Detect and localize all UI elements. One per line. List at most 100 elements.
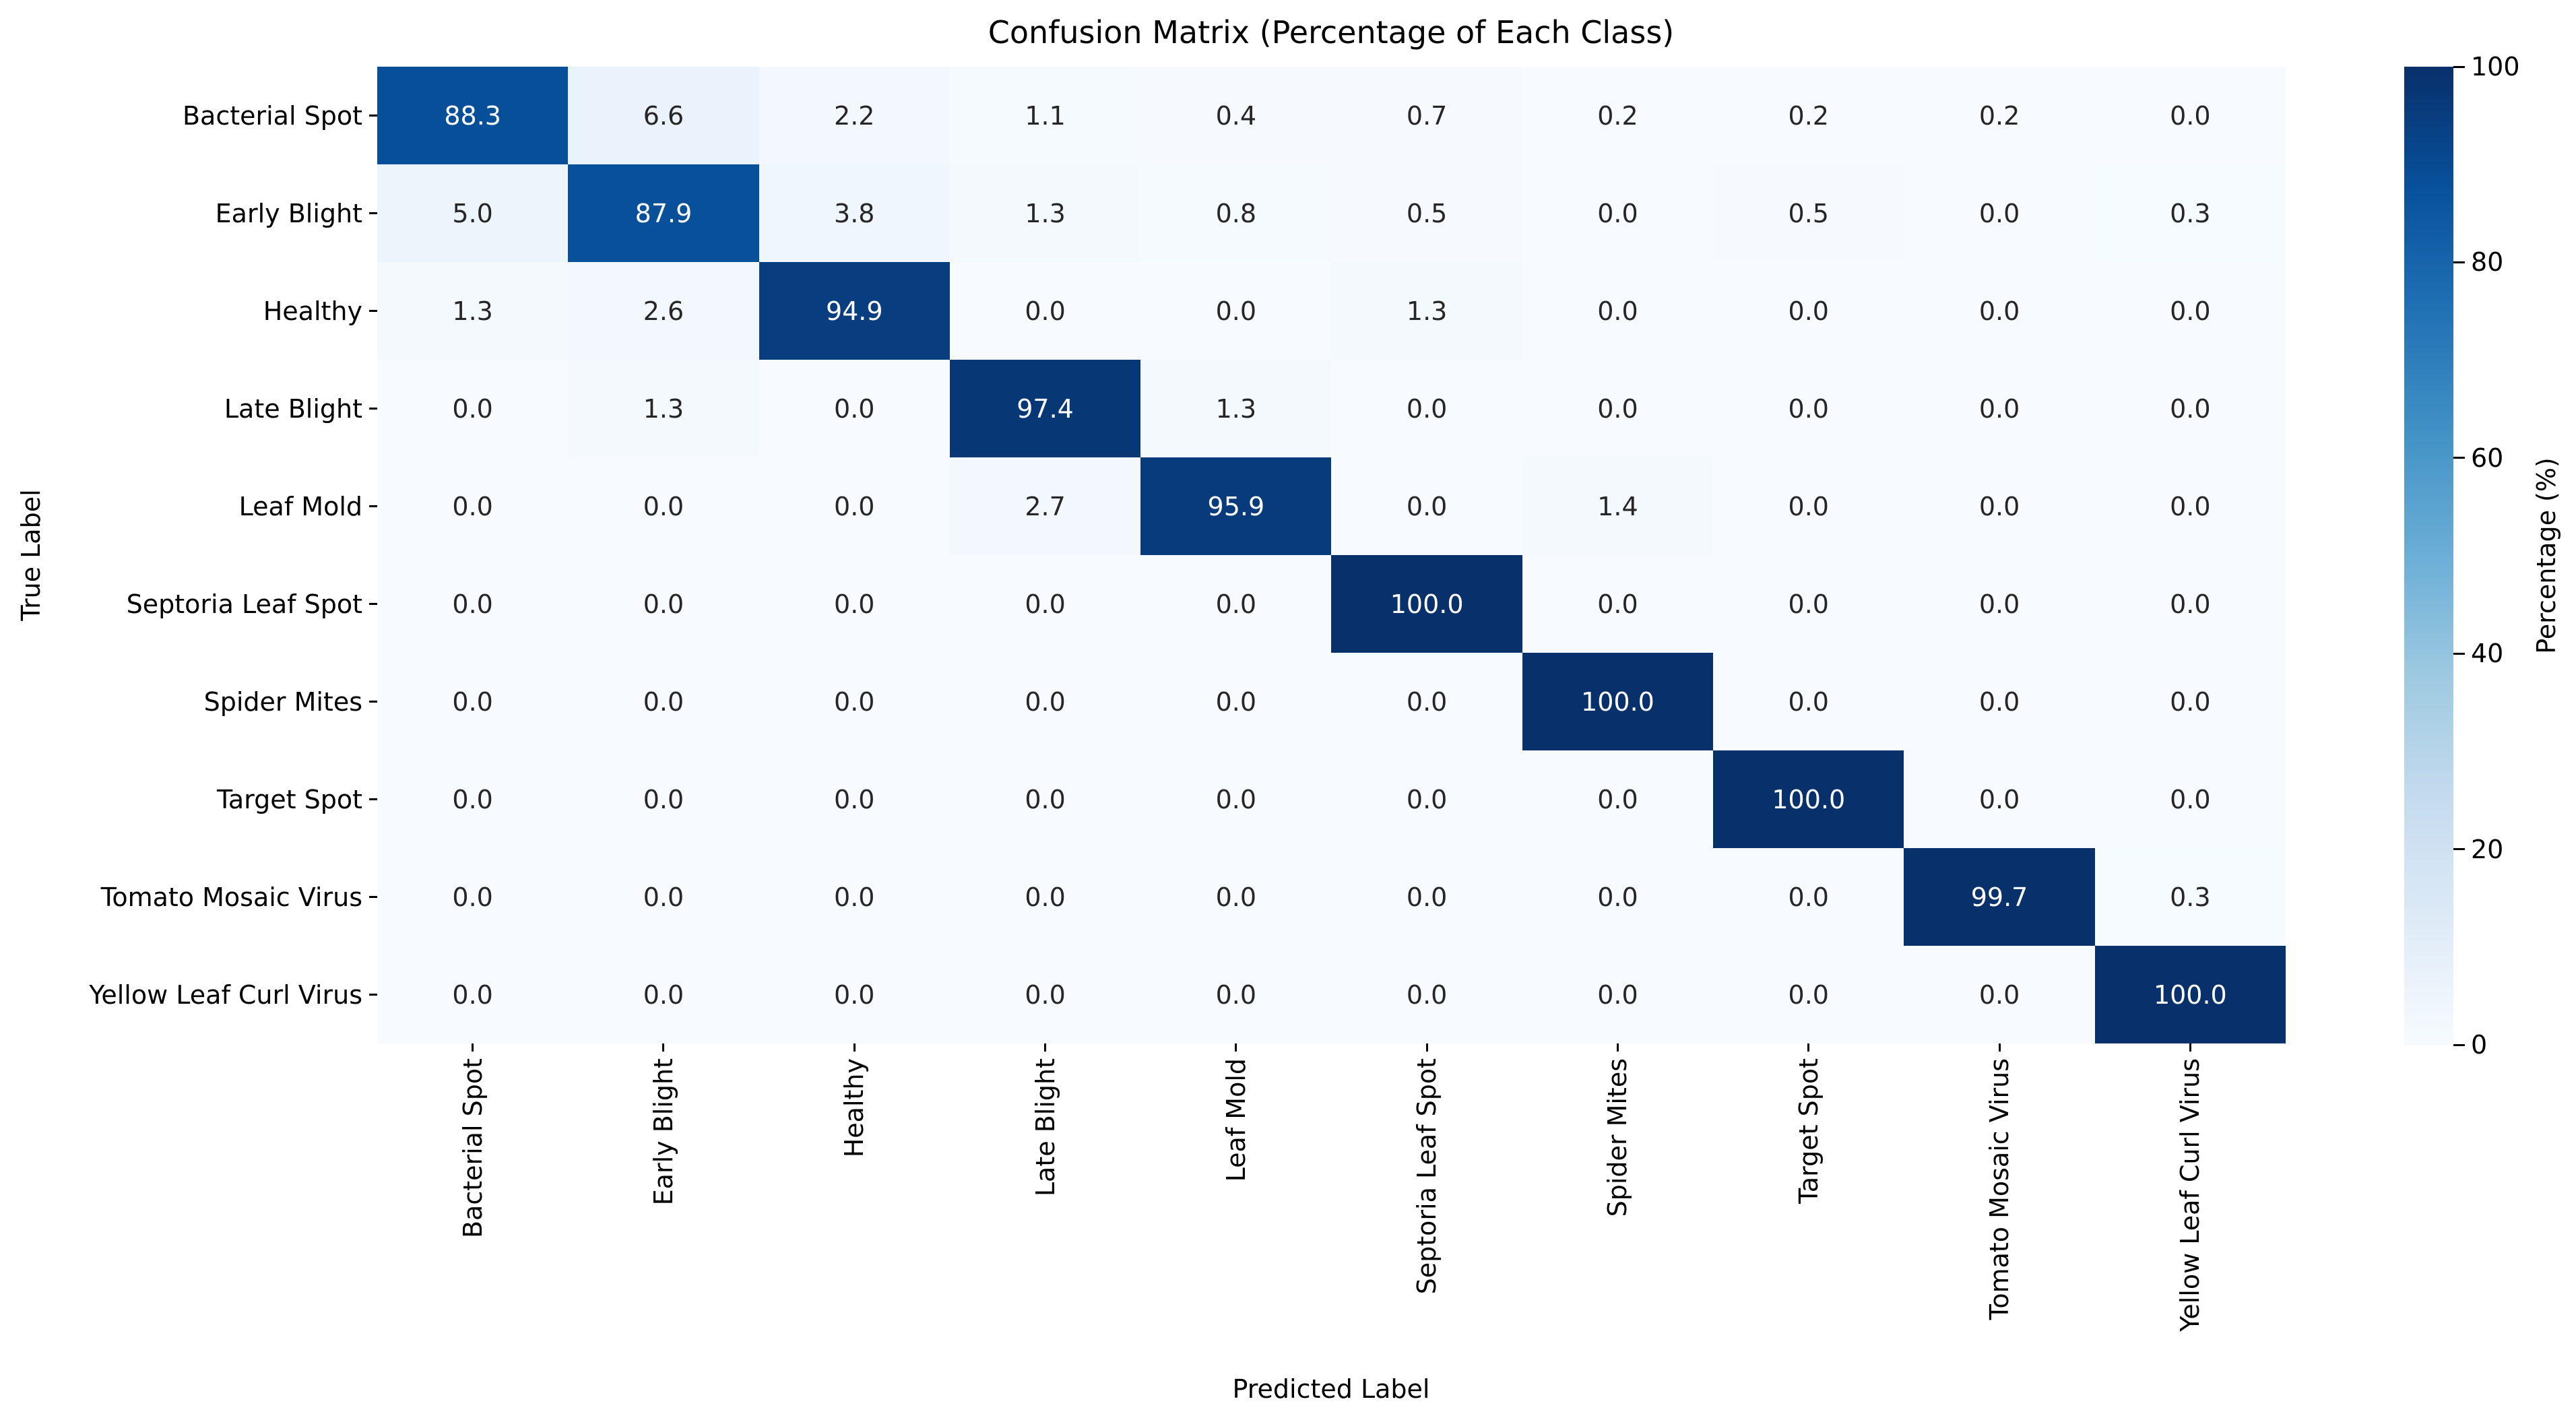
tick-mark [1235, 1043, 1237, 1052]
heatmap-cell: 0.0 [759, 848, 950, 946]
heatmap-cell: 0.0 [2094, 457, 2286, 555]
heatmap-cell: 0.0 [1904, 750, 2095, 848]
heatmap-cell: 0.0 [377, 555, 569, 653]
heatmap-cell: 0.0 [1331, 946, 1522, 1043]
heatmap-cell: 0.0 [949, 848, 1141, 946]
heatmap-cell: 0.0 [1904, 262, 2095, 360]
heatmap-cell: 0.0 [568, 848, 759, 946]
heatmap-cell: 0.0 [377, 653, 569, 750]
y-tick-label: Leaf Mold [238, 491, 362, 521]
heatmap-cell: 0.0 [1904, 457, 2095, 555]
heatmap-cell: 0.0 [1904, 164, 2095, 262]
heatmap-cell: 0.0 [1331, 360, 1522, 457]
y-axis-title: True Label [16, 489, 46, 621]
heatmap-cell: 0.0 [1713, 653, 1904, 750]
heatmap-cell: 0.0 [1904, 555, 2095, 653]
tick-mark [2453, 1043, 2465, 1046]
heatmap-cell: 0.0 [949, 653, 1141, 750]
heatmap-cell: 0.0 [2094, 653, 2286, 750]
tick-mark [369, 212, 377, 214]
y-tick-label: Late Blight [224, 393, 362, 424]
tick-mark [472, 1043, 474, 1052]
tick-mark [1425, 1043, 1428, 1052]
tick-mark [1616, 1043, 1619, 1052]
heatmap-cell: 94.9 [759, 262, 950, 360]
heatmap-cell: 0.4 [1140, 67, 1332, 164]
tick-mark [2453, 652, 2465, 655]
heatmap-cell: 6.6 [568, 67, 759, 164]
heatmap-cell: 1.3 [377, 262, 569, 360]
heatmap-cell: 1.3 [949, 164, 1141, 262]
heatmap-cell: 0.5 [1713, 164, 1904, 262]
heatmap-cell: 0.0 [759, 946, 950, 1043]
colorbar-tick-label: 0 [2471, 1030, 2488, 1060]
heatmap-cell: 0.3 [2094, 164, 2286, 262]
heatmap-cell: 0.0 [1713, 946, 1904, 1043]
heatmap-cell: 0.0 [2094, 67, 2286, 164]
tick-mark [1044, 1043, 1047, 1052]
heatmap-cell: 3.8 [759, 164, 950, 262]
x-tick-label: Bacterial Spot [457, 1058, 488, 1239]
heatmap-cell: 0.7 [1331, 67, 1522, 164]
tick-mark [369, 603, 377, 605]
tick-mark [2453, 457, 2465, 459]
x-tick-label: Yellow Leaf Curl Virus [2175, 1058, 2205, 1332]
tick-mark [369, 701, 377, 703]
heatmap-cell: 100.0 [1713, 750, 1904, 848]
heatmap-cell: 0.0 [1522, 164, 1714, 262]
heatmap-cell: 0.0 [1522, 946, 1714, 1043]
heatmap-cell: 0.0 [1522, 360, 1714, 457]
heatmap-cell: 0.0 [1140, 848, 1332, 946]
x-axis-title: Predicted Label [1232, 1374, 1430, 1404]
heatmap-cell: 1.3 [568, 360, 759, 457]
heatmap-cell: 0.0 [1140, 750, 1332, 848]
heatmap-cell: 0.0 [1140, 555, 1332, 653]
x-tick-label: Spider Mites [1603, 1058, 1633, 1217]
tick-mark [369, 896, 377, 898]
heatmap-cell: 0.0 [1522, 750, 1714, 848]
y-tick-label: Healthy [263, 296, 362, 326]
heatmap-cell: 0.0 [759, 750, 950, 848]
tick-mark [369, 798, 377, 800]
heatmap-cell: 0.0 [2094, 750, 2286, 848]
heatmap-grid: 88.3 6.6 2.2 1.1 0.4 0.7 0.2 0.2 0.2 0.0 5.0 87.9 3.… [377, 67, 2286, 1043]
heatmap-cell: 0.0 [1331, 750, 1522, 848]
heatmap-cell: 0.0 [1522, 555, 1714, 653]
heatmap-cell: 0.0 [1713, 848, 1904, 946]
heatmap-cell: 0.0 [568, 750, 759, 848]
heatmap-cell: 0.0 [568, 457, 759, 555]
heatmap-cell: 100.0 [1522, 653, 1714, 750]
tick-mark [662, 1043, 665, 1052]
heatmap-cell: 0.0 [377, 848, 569, 946]
tick-mark [2453, 848, 2465, 851]
tick-mark [2453, 261, 2465, 263]
heatmap-cell: 0.0 [1713, 555, 1904, 653]
colorbar-tick-label: 20 [2471, 834, 2504, 864]
tick-mark [369, 115, 377, 117]
tick-mark [1998, 1043, 2001, 1052]
x-tick-label: Late Blight [1030, 1058, 1060, 1197]
heatmap-cell: 0.0 [1904, 946, 2095, 1043]
tick-mark [369, 310, 377, 312]
heatmap-cell: 0.0 [1904, 653, 2095, 750]
heatmap-cell: 0.0 [377, 750, 569, 848]
chart-title: Confusion Matrix (Percentage of Each Cla… [988, 14, 1675, 51]
colorbar-tick-label: 100 [2471, 52, 2520, 82]
y-tick-label: Spider Mites [203, 686, 362, 717]
heatmap-cell: 0.0 [949, 946, 1141, 1043]
heatmap-cell: 0.2 [1904, 67, 2095, 164]
tick-mark [853, 1043, 856, 1052]
heatmap-cell: 0.0 [1522, 848, 1714, 946]
heatmap-cell: 0.0 [377, 457, 569, 555]
tick-mark [2453, 65, 2465, 68]
heatmap-cell: 100.0 [2094, 946, 2286, 1043]
x-tick-label: Septoria Leaf Spot [1412, 1058, 1442, 1295]
colorbar-title: Percentage (%) [2532, 457, 2561, 654]
heatmap-cell: 0.0 [1522, 262, 1714, 360]
heatmap-cell: 95.9 [1140, 457, 1332, 555]
heatmap-cell: 100.0 [1331, 555, 1522, 653]
heatmap-cell: 2.6 [568, 262, 759, 360]
heatmap-cell: 0.0 [949, 555, 1141, 653]
heatmap-cell: 1.1 [949, 67, 1141, 164]
colorbar-gradient [2404, 67, 2453, 1045]
